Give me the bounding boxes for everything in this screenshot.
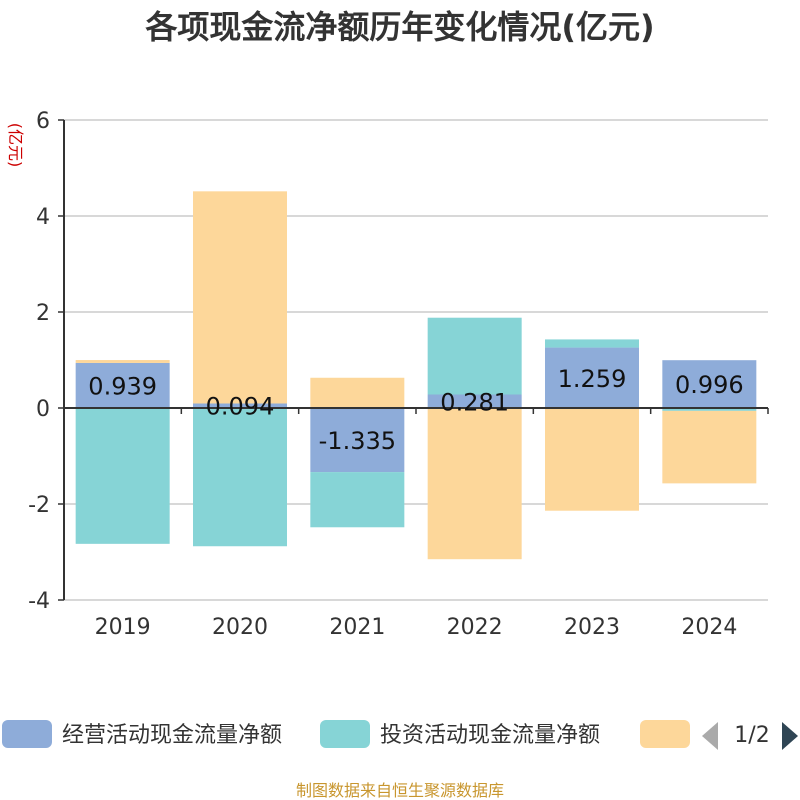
data-label-2023: 1.259 bbox=[558, 365, 627, 393]
y-tick-label: 2 bbox=[36, 301, 50, 326]
x-tick-label: 2022 bbox=[447, 615, 503, 640]
prev-page-arrow-icon[interactable] bbox=[702, 722, 718, 750]
bar-series-2-2019 bbox=[75, 408, 170, 544]
bars bbox=[75, 191, 757, 560]
x-tick-label: 2020 bbox=[212, 615, 268, 640]
chart-title: 各项现金流净额历年变化情况(亿元) bbox=[145, 8, 654, 46]
x-tick-label: 2023 bbox=[564, 615, 620, 640]
y-tick-label: 0 bbox=[36, 397, 50, 422]
legend-item-1[interactable]: 经营活动现金流量净额 bbox=[2, 720, 282, 748]
bar-series-3-2019 bbox=[75, 360, 170, 363]
legend-swatch bbox=[320, 720, 370, 748]
legend-item-2[interactable]: 投资活动现金流量净额 bbox=[320, 720, 600, 748]
y-tick-label: 4 bbox=[36, 205, 50, 230]
bar-series-1-2023 bbox=[545, 347, 639, 408]
bar-series-1-2020 bbox=[193, 403, 287, 408]
data-label-2019: 0.939 bbox=[88, 372, 157, 400]
legend-item-3[interactable] bbox=[640, 720, 690, 748]
x-tick-label: 2021 bbox=[329, 615, 385, 640]
legend-page-indicator: 1/2 bbox=[734, 723, 769, 748]
bar-series-3-2023 bbox=[545, 408, 639, 511]
bar-series-3-2020 bbox=[193, 191, 287, 404]
bar-series-1-2019 bbox=[75, 362, 170, 408]
bar-series-1-2022 bbox=[427, 394, 522, 408]
bar-series-2-2022 bbox=[427, 317, 522, 395]
bar-series-2-2023 bbox=[545, 339, 639, 348]
data-label-2022: 0.281 bbox=[440, 388, 509, 416]
legend-label: 经营活动现金流量净额 bbox=[62, 723, 282, 748]
data-label-2020: 0.094 bbox=[206, 393, 275, 421]
bar-series-3-2022 bbox=[427, 408, 522, 560]
y-tick-label: -4 bbox=[28, 589, 50, 614]
next-page-arrow-icon[interactable] bbox=[782, 722, 798, 750]
axes: -4 -2 0 2 4 6 2019 2020 2021 2022 2023 2024 bbox=[28, 109, 769, 640]
bar-series-2-2021 bbox=[310, 472, 405, 528]
x-tick-label: 2024 bbox=[681, 615, 737, 640]
bar-series-2-2024 bbox=[662, 408, 757, 411]
legend: 经营活动现金流量净额 投资活动现金流量净额 1/2 bbox=[2, 720, 798, 750]
data-labels: 0.939 0.094 -1.335 0.281 1.259 0.996 bbox=[88, 365, 743, 455]
legend-swatch bbox=[2, 720, 52, 748]
legend-swatch bbox=[640, 720, 690, 748]
bar-series-3-2021 bbox=[310, 377, 405, 408]
bar-series-2-2020 bbox=[193, 408, 287, 547]
y-tick-label: 6 bbox=[36, 109, 50, 134]
bar-series-1-2021 bbox=[310, 408, 405, 473]
y-axis-unit-label: (亿元) bbox=[6, 123, 25, 168]
source-note: 制图数据来自恒生聚源数据库 bbox=[296, 781, 504, 800]
y-tick-label: -2 bbox=[28, 493, 50, 518]
bar-series-3-2024 bbox=[662, 410, 757, 484]
data-label-2021: -1.335 bbox=[319, 427, 396, 455]
x-tick-label: 2019 bbox=[95, 615, 151, 640]
data-label-2024: 0.996 bbox=[675, 371, 744, 399]
bar-series-1-2024 bbox=[662, 360, 757, 408]
legend-label: 投资活动现金流量净额 bbox=[380, 723, 600, 748]
